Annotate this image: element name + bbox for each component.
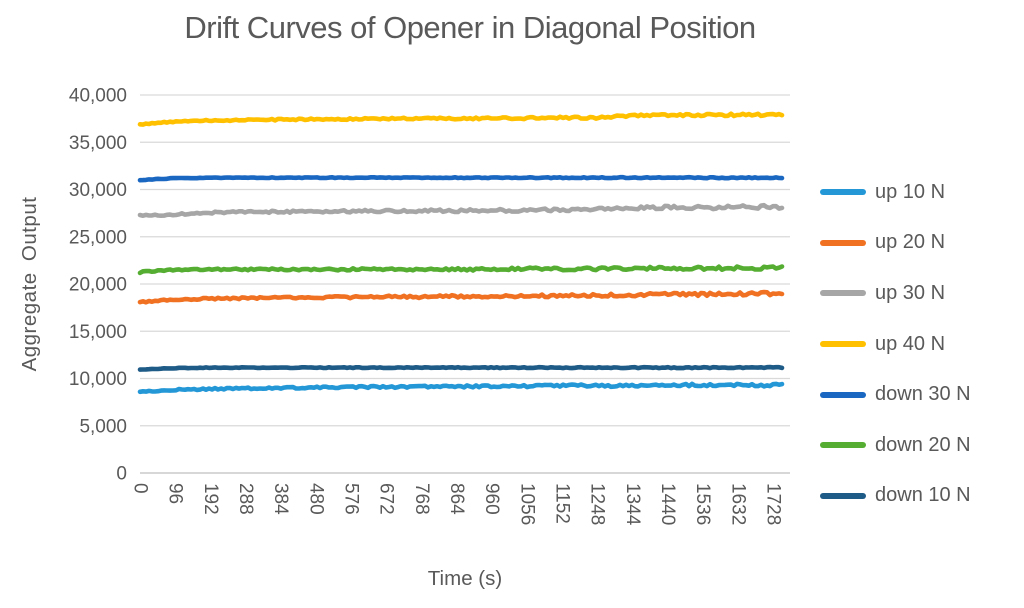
y-tick-label: 40,000 [69,86,127,107]
legend-item-down-30-N: down 30 N [820,369,971,420]
y-tick-label: 15,000 [69,322,127,343]
y-tick-label: 20,000 [69,275,127,296]
y-tick-label: 10,000 [69,369,127,390]
series-line-up-10-N [137,381,785,395]
y-tick-label: 35,000 [69,133,127,154]
legend-label: up 30 N [875,281,946,304]
legend-item-down-20-N: down 20 N [820,420,971,471]
legend-label: up 10 N [875,180,946,203]
legend-item-down-10-N: down 10 N [820,471,971,522]
legend-line-swatch [820,341,866,348]
x-tick-label: 0 [130,483,151,494]
legend-label: down 20 N [875,433,971,456]
x-tick-label: 768 [411,483,432,515]
x-tick-label: 1056 [516,483,537,525]
legend-line-swatch [820,492,866,499]
legend-item-up-10-N: up 10 N [820,167,971,218]
legend-label: down 30 N [875,383,971,406]
x-tick-label: 960 [481,483,502,515]
x-tick-label: 1152 [552,483,573,524]
x-tick-label: 1248 [587,483,608,525]
legend-line-swatch [820,239,866,246]
x-tick-label: 96 [165,483,186,504]
x-tick-label: 480 [305,483,326,515]
legend-label: down 10 N [875,484,971,507]
legend: up 10 N up 20 N up 30 N up 40 N down 30 N dow… [820,167,971,521]
x-tick-label: 1728 [763,483,784,525]
legend-item-up-40-N: up 40 N [820,319,971,370]
legend-line-swatch [820,189,866,196]
x-axis-title: Time (s) [427,567,503,590]
legend-label: up 20 N [875,231,946,254]
series-line-down-20-N [137,264,785,276]
x-tick-label: 1536 [692,483,713,525]
series-line-up-20-N [137,289,785,305]
x-tick-label: 672 [376,483,397,515]
x-tick-label: 576 [341,483,362,515]
x-tick-label: 384 [270,483,291,515]
x-tick-label: 1632 [727,483,748,525]
x-tick-label: 864 [446,483,467,515]
y-tick-label: 0 [116,464,127,485]
y-tick-label: 5,000 [79,416,127,437]
legend-line-swatch [820,442,866,449]
x-tick-label: 1344 [622,483,643,526]
chart-title: Drift Curves of Opener in Diagonal Posit… [184,10,756,45]
legend-line-swatch [820,290,866,297]
series-line-down-10-N [137,364,785,372]
legend-item-up-20-N: up 20 N [820,218,971,269]
y-tick-label: 25,000 [69,227,127,248]
series-line-up-40-N [137,111,785,127]
x-tick-label: 192 [200,483,221,515]
legend-line-swatch [820,391,866,398]
legend-label: up 40 N [875,332,946,355]
legend-item-up-30-N: up 30 N [820,268,971,319]
y-tick-label: 30,000 [69,180,127,201]
series-line-up-30-N [137,202,785,218]
x-tick-label: 1440 [657,483,678,525]
x-tick-label: 288 [235,483,256,515]
series-line-down-30-N [137,174,785,183]
